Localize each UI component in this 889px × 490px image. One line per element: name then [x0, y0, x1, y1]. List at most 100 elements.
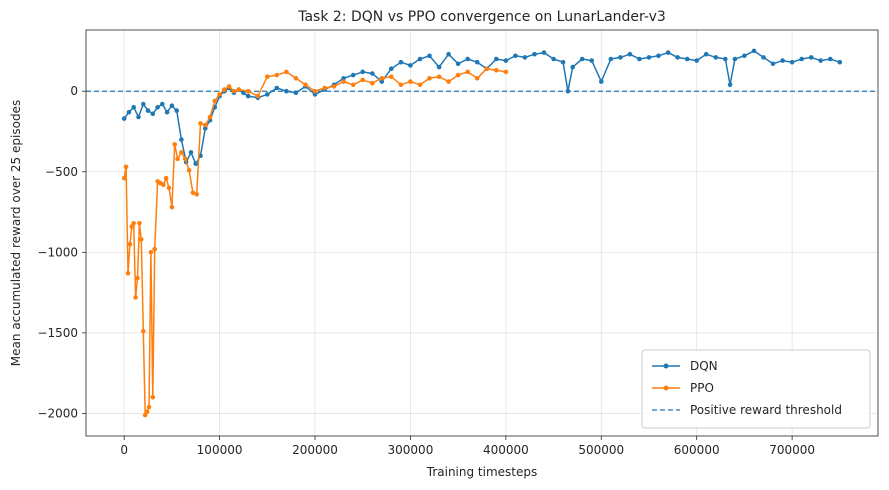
data-point-ppo	[152, 246, 157, 252]
data-point-dqn	[808, 55, 814, 60]
legend: DQN PPO Positive reward threshold	[641, 349, 871, 429]
legend-label: DQN	[690, 359, 718, 373]
data-point-ppo	[503, 69, 509, 75]
data-point-ppo	[293, 76, 299, 81]
y-tick-label: −2000	[37, 406, 78, 420]
data-point-dqn	[818, 58, 823, 63]
data-point-ppo	[161, 182, 166, 187]
data-point-ppo	[190, 190, 196, 195]
data-point-dqn	[646, 55, 652, 60]
data-point-dqn	[627, 51, 633, 57]
data-point-ppo	[127, 242, 133, 247]
data-point-ppo	[350, 82, 356, 88]
data-point-dqn	[579, 56, 585, 62]
data-point-dqn	[145, 108, 151, 113]
legend-marker	[663, 385, 669, 391]
data-point-dqn	[455, 61, 461, 67]
data-point-dqn	[713, 55, 719, 60]
data-point-dqn	[560, 59, 566, 65]
data-point-dqn	[589, 58, 594, 63]
data-point-dqn	[723, 56, 728, 62]
legend-entries: DQN PPO Positive reward threshold	[652, 359, 842, 417]
data-point-ppo	[150, 395, 156, 400]
data-point-dqn	[169, 103, 175, 108]
data-point-ppo	[125, 271, 131, 276]
data-point-dqn	[727, 82, 733, 88]
data-point-ppo	[370, 80, 375, 86]
legend-label: Positive reward threshold	[690, 403, 842, 417]
data-point-dqn	[446, 51, 451, 57]
data-point-ppo	[455, 72, 461, 78]
x-tick-label: 600000	[674, 443, 720, 457]
series-ppo	[121, 66, 509, 418]
x-tick-label: 500000	[578, 443, 624, 457]
x-axis-ticks: 0 100000 200000 300000 400000 500000 600000 700…	[120, 436, 815, 457]
data-point-dqn	[732, 56, 738, 62]
y-axis-ticks: 0 −500 −1000 −1500 −2000	[37, 84, 86, 420]
data-point-ppo	[135, 275, 140, 281]
data-point-dqn	[703, 51, 709, 57]
data-point-ppo	[144, 409, 150, 415]
data-point-ppo	[274, 72, 280, 78]
data-point-ppo	[427, 76, 432, 81]
data-point-dqn	[141, 101, 146, 107]
data-point-dqn	[770, 61, 776, 67]
data-point-dqn	[503, 58, 509, 63]
data-point-dqn	[379, 79, 385, 84]
data-point-ppo	[148, 250, 154, 255]
data-point-ppo	[139, 237, 144, 242]
data-point-dqn	[203, 126, 208, 131]
data-point-dqn	[241, 90, 246, 96]
series-line-dqn	[123, 50, 841, 165]
data-point-ppo	[146, 404, 152, 410]
data-point-dqn	[570, 64, 575, 70]
x-tick-label: 100000	[197, 443, 243, 457]
data-point-ppo	[182, 156, 188, 162]
data-point-dqn	[284, 88, 289, 94]
data-point-ppo	[222, 87, 227, 92]
data-point-dqn	[780, 58, 785, 63]
data-point-ppo	[137, 221, 142, 226]
data-point-ppo	[245, 88, 251, 94]
x-tick-label: 300000	[388, 443, 434, 457]
data-point-dqn	[837, 59, 843, 65]
data-point-dqn	[150, 111, 156, 117]
data-point-dqn	[360, 69, 366, 75]
x-axis-title: Training timesteps	[426, 465, 537, 479]
data-point-ppo	[163, 175, 169, 181]
data-point-dqn	[350, 72, 356, 78]
data-point-ppo	[217, 92, 222, 97]
legend-marker	[663, 363, 669, 369]
data-point-dqn	[155, 105, 160, 110]
data-point-dqn	[694, 58, 699, 63]
data-point-dqn	[179, 137, 184, 142]
data-point-dqn	[398, 59, 404, 65]
data-point-ppo	[265, 74, 270, 79]
data-point-dqn	[188, 150, 194, 155]
data-point-dqn	[799, 56, 804, 62]
plot-frame	[85, 29, 879, 437]
data-point-ppo	[331, 84, 337, 89]
y-tick-label: −1500	[37, 326, 78, 340]
data-point-ppo	[408, 79, 413, 84]
data-point-ppo	[207, 114, 213, 120]
data-point-dqn	[761, 55, 766, 60]
data-point-ppo	[494, 68, 499, 73]
data-point-ppo	[172, 142, 177, 147]
data-point-dqn	[193, 161, 198, 166]
data-point-dqn	[828, 56, 833, 62]
data-point-ppo	[186, 167, 192, 173]
data-point-dqn	[126, 109, 132, 115]
data-point-dqn	[160, 101, 165, 107]
data-point-dqn	[245, 93, 251, 99]
data-point-dqn	[494, 56, 499, 62]
data-point-dqn	[751, 48, 757, 54]
data-point-dqn	[417, 56, 423, 62]
data-point-dqn	[599, 79, 604, 84]
data-point-ppo	[121, 175, 127, 181]
data-point-dqn	[174, 108, 179, 113]
data-point-ppo	[194, 192, 199, 197]
data-point-ppo	[446, 79, 451, 84]
data-point-dqn	[656, 53, 661, 59]
